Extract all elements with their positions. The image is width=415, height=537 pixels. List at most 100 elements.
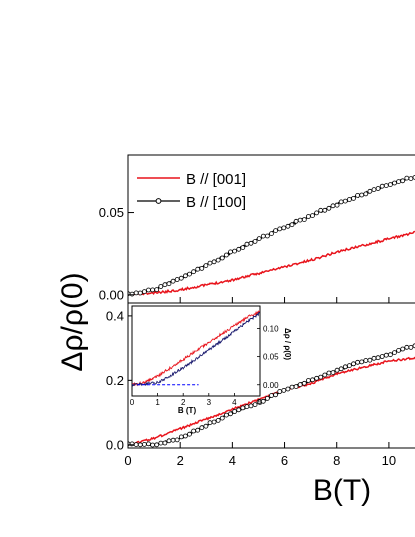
series-point [363, 358, 369, 363]
series-point [166, 281, 172, 287]
series-point [301, 217, 307, 223]
series-point [289, 222, 295, 228]
series-point [322, 207, 328, 213]
series-point [355, 192, 361, 198]
series-point [248, 240, 254, 246]
inset-x-tick-label: 1 [155, 398, 160, 407]
series-point [166, 438, 172, 444]
series-point [330, 370, 336, 376]
series-point [342, 364, 348, 370]
series-point [297, 217, 303, 223]
series-point [285, 386, 291, 392]
series-point [129, 441, 135, 447]
series-point [260, 398, 266, 404]
series-point [396, 347, 402, 353]
series-point [219, 415, 225, 421]
inset-y-tick-label: 0.10 [263, 325, 279, 334]
series-point [215, 417, 221, 423]
inset-y-tick-label: 0.00 [263, 381, 279, 390]
series-point [244, 241, 250, 247]
series-point [150, 287, 156, 293]
series-point [264, 395, 270, 401]
y-tick-label: 0.4 [106, 308, 124, 323]
inset-panel: 0.00 0.05 0.10 0 1 2 3 4 5 B (T) Δρ / ρ(0) [130, 305, 292, 415]
series-point [207, 420, 213, 426]
series-point [404, 175, 410, 181]
series-point [236, 246, 242, 252]
series-point [326, 370, 332, 376]
series-point [207, 260, 213, 266]
series-point [334, 367, 340, 373]
plot-area [128, 175, 415, 297]
series-point [211, 259, 217, 265]
y-tick-label: 0.0 [106, 437, 124, 452]
series-point [182, 433, 188, 439]
series-point [273, 392, 279, 398]
series-point [248, 403, 254, 409]
inset-x-tick-label: 4 [232, 398, 237, 407]
x-tick-label: 4 [229, 453, 236, 468]
series-point [281, 225, 287, 231]
series-point [404, 344, 410, 350]
series-point [289, 384, 295, 390]
legend: B // [001] B // [100] [137, 171, 246, 211]
series-point [322, 372, 328, 378]
series-point [260, 233, 266, 239]
series-point [318, 374, 324, 380]
series-point [277, 389, 283, 394]
series-point [338, 199, 344, 205]
y-tick-label: 0.05 [99, 205, 124, 220]
series-point [178, 434, 184, 440]
series-point [141, 441, 147, 447]
series-point [203, 263, 209, 269]
series-point [363, 191, 369, 197]
series-point [252, 402, 258, 408]
series-point [269, 393, 274, 398]
series-point [195, 427, 201, 433]
top-panel: 0.00 0.05 [99, 154, 415, 304]
series-point [203, 423, 209, 429]
series-point [277, 226, 283, 232]
series-point [293, 384, 299, 390]
series-point [392, 180, 397, 186]
series-point [195, 266, 201, 272]
series-point [191, 269, 197, 275]
series-point [375, 186, 381, 191]
series-point [367, 188, 373, 194]
series-point [400, 178, 406, 184]
series-point [170, 437, 176, 443]
series-point [346, 197, 352, 202]
series-point [269, 231, 274, 237]
series-point [326, 205, 332, 211]
series-point [359, 359, 365, 365]
series-point [150, 442, 156, 448]
series-point [264, 233, 270, 239]
series-point [228, 411, 233, 417]
series-point [371, 187, 377, 193]
inset-x-axis-label: B (T) [178, 406, 197, 415]
series-point [211, 419, 217, 425]
series-point [285, 223, 291, 229]
series-point [318, 207, 324, 213]
series-point [162, 282, 168, 288]
series-point [342, 198, 348, 204]
series-point [141, 289, 147, 295]
series-line-1 [132, 311, 260, 387]
series-point [137, 442, 143, 448]
series-point [182, 273, 188, 279]
series-point [346, 363, 352, 369]
bottom-panel: 0.00.20.40 2 4 6 8 10 [106, 302, 415, 468]
series-point [244, 404, 250, 410]
series-point [392, 350, 397, 356]
plot-area [128, 343, 415, 448]
series-point [367, 357, 373, 363]
series-point [387, 352, 393, 358]
series-point [187, 431, 192, 437]
series-point [314, 375, 320, 381]
y-axis-label: Δρ/ρ(0) [56, 272, 89, 371]
inset-plot-area [132, 310, 260, 387]
series-point [129, 291, 135, 297]
x-tick-label: 8 [333, 453, 340, 468]
series-point [199, 265, 205, 271]
series-point [240, 245, 246, 251]
